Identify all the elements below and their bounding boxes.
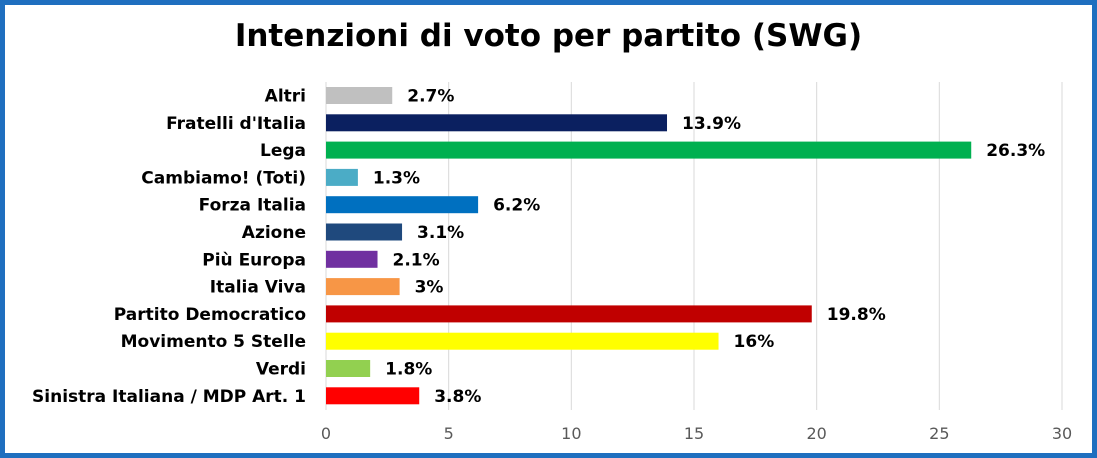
data-label: 3.1% [417, 223, 464, 243]
category-label: Lega [260, 141, 306, 161]
bars [326, 87, 972, 405]
bar [326, 387, 420, 405]
x-tick-label: 30 [1052, 424, 1072, 443]
labels: Altri 2.7% Fratelli d'Italia 13.9% Lega 26.3%… [32, 87, 1045, 407]
x-tick-label: 10 [561, 424, 581, 443]
category-label: Verdi [256, 360, 306, 380]
category-label: Più Europa [202, 250, 306, 270]
x-tick-label: 5 [444, 424, 454, 443]
data-label: 1.8% [385, 360, 432, 380]
data-label: 19.8% [827, 305, 886, 325]
data-label: 26.3% [986, 141, 1045, 161]
bar [326, 250, 378, 268]
bar [326, 168, 358, 186]
category-label: Movimento 5 Stelle [121, 332, 306, 352]
gridlines [325, 82, 1063, 410]
category-label: Fratelli d'Italia [166, 114, 306, 134]
bar [326, 141, 972, 159]
data-label: 16% [734, 332, 775, 352]
bar [326, 360, 371, 377]
data-label: 13.9% [682, 114, 741, 134]
chart-title: Intenzioni di voto per partito (SWG) [234, 18, 863, 54]
data-label: 1.3% [373, 168, 420, 188]
bar [326, 278, 400, 296]
category-label: Partito Democratico [114, 305, 306, 325]
bar [326, 196, 479, 214]
x-tick-label: 20 [806, 424, 826, 443]
data-label: 3.8% [434, 387, 481, 407]
data-label: 2.1% [393, 250, 440, 270]
x-axis-ticks: 0 5 10 15 20 25 30 [321, 424, 1072, 443]
category-label: Cambiamo! (Toti) [141, 168, 306, 188]
data-label: 2.7% [407, 87, 454, 107]
x-tick-label: 15 [684, 424, 704, 443]
bar [326, 114, 668, 132]
bar [326, 332, 719, 350]
bar [326, 223, 403, 241]
bar [326, 305, 812, 323]
data-label: 3% [415, 278, 444, 298]
category-label: Altri [265, 87, 306, 107]
category-label: Italia Viva [210, 278, 306, 298]
x-tick-label: 25 [929, 424, 949, 443]
data-label: 6.2% [493, 196, 540, 216]
category-label: Sinistra Italiana / MDP Art. 1 [32, 387, 306, 407]
category-label: Forza Italia [199, 196, 306, 216]
bar [326, 87, 393, 104]
x-tick-label: 0 [321, 424, 331, 443]
category-label: Azione [242, 223, 306, 243]
